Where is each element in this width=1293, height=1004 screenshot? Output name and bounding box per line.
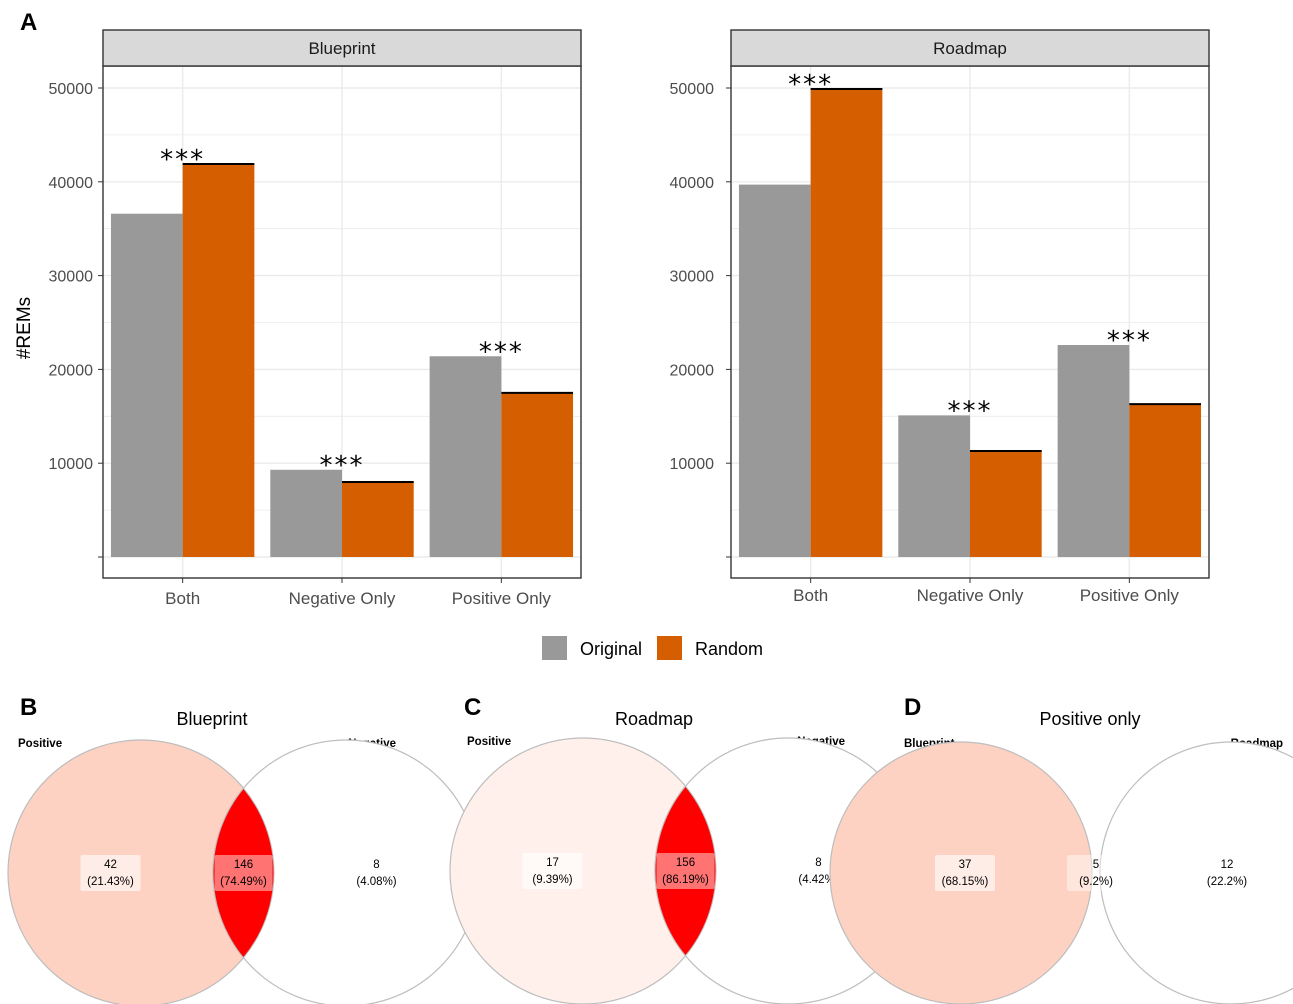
facet-strip xyxy=(730,29,1210,67)
bar-random-1 xyxy=(342,481,414,557)
significance-label-1: *** xyxy=(948,396,993,426)
x-tick-label-1: Negative Only xyxy=(289,589,396,608)
y-tick-label-3: 40000 xyxy=(670,175,715,192)
legend: Original Random xyxy=(542,636,763,660)
y-tick-label-1: 20000 xyxy=(670,362,715,379)
x-tick-label-0: Both xyxy=(165,589,200,608)
bar-original-2 xyxy=(429,356,502,557)
bar-original-0 xyxy=(738,184,811,557)
venn-both-count: 146 xyxy=(234,859,253,871)
panel-label-b: B xyxy=(20,694,37,721)
venn-left-pct: (21.43%) xyxy=(87,876,134,888)
venn-left-count: 37 xyxy=(959,859,972,871)
legend-swatch-random xyxy=(657,636,682,660)
venn-label-box-left xyxy=(935,855,995,891)
bar-original-2 xyxy=(1057,345,1130,557)
venn-title: Positive only xyxy=(1039,709,1140,729)
significance-label-2: *** xyxy=(479,337,524,367)
x-tick-label-2: Positive Only xyxy=(1080,586,1180,605)
venn-label-box-intersection xyxy=(214,855,273,891)
venn-right-pct: (4.42%) xyxy=(798,874,838,886)
venn-label-box-intersection xyxy=(656,853,715,889)
x-tick-label-2: Positive Only xyxy=(452,589,552,608)
y-tick-label-1: 20000 xyxy=(49,362,94,379)
venn-set-label-left: Positive xyxy=(18,738,62,750)
bar-chart-roadmap: *** Both *** Negative Only *** Positive Only 1… xyxy=(670,29,1210,605)
bar-random-2 xyxy=(1129,404,1202,557)
significance-label-0: *** xyxy=(160,145,205,175)
venn-left-pct: (9.39%) xyxy=(532,874,572,886)
y-tick-label-2: 30000 xyxy=(49,269,94,286)
y-tick-label-4: 50000 xyxy=(49,81,94,98)
legend-swatch-original xyxy=(542,636,567,660)
bar-original-1 xyxy=(270,469,342,557)
facet-strip-title: Blueprint xyxy=(308,39,375,58)
panel-label-d: D xyxy=(904,694,921,721)
significance-label-2: *** xyxy=(1107,326,1152,356)
venn-label-box-left xyxy=(80,855,141,891)
venn-both-pct: (9.2%) xyxy=(1079,876,1113,888)
venn-right-pct: (22.2%) xyxy=(1207,876,1247,888)
bar-random-2 xyxy=(501,392,574,557)
legend-label-random: Random xyxy=(695,639,763,659)
bar-chart-blueprint: *** Both *** Negative Only *** Positive Only 1… xyxy=(49,29,582,608)
bar-random-0 xyxy=(182,163,255,557)
bar-random-0 xyxy=(810,88,883,558)
venn-right-count: 8 xyxy=(815,857,821,869)
y-tick-label-0: 10000 xyxy=(670,456,715,473)
venn-intersection xyxy=(212,787,275,959)
x-tick-label-0: Both xyxy=(793,586,828,605)
venn-right-count: 8 xyxy=(373,859,379,871)
venn-left-pct: (68.15%) xyxy=(942,876,989,888)
venn-right-pct: (4.08%) xyxy=(356,876,396,888)
venn-both-pct: (86.19%) xyxy=(662,874,709,886)
venn-title: Roadmap xyxy=(615,709,693,729)
y-tick-label-3: 40000 xyxy=(49,175,94,192)
venn-set-label-left: Positive xyxy=(467,736,511,748)
y-axis-title: #REMs xyxy=(14,297,35,359)
y-tick-label-4: 50000 xyxy=(670,81,715,98)
significance-label-1: *** xyxy=(320,451,365,481)
venn-positive-only: Positive onlyBlueprintRoadmap37(68.15%)5… xyxy=(829,709,1293,1004)
facet-strip-title: Roadmap xyxy=(933,39,1007,58)
legend-label-original: Original xyxy=(580,639,642,659)
venn-label-box-left xyxy=(522,853,583,889)
venn-title: Blueprint xyxy=(176,709,247,729)
y-tick-label-2: 30000 xyxy=(670,269,715,286)
venn-left-count: 17 xyxy=(546,857,559,869)
bar-original-0 xyxy=(110,213,183,557)
venn-left-count: 42 xyxy=(104,859,117,871)
venn-intersection xyxy=(654,785,717,957)
venn-both-count: 156 xyxy=(676,857,695,869)
facet-strip xyxy=(102,29,582,67)
x-tick-label-1: Negative Only xyxy=(917,586,1024,605)
significance-label-0: *** xyxy=(788,70,833,100)
venn-right-count: 12 xyxy=(1221,859,1234,871)
venn-both-pct: (74.49%) xyxy=(220,876,267,888)
venn-label-box-intersection xyxy=(1067,855,1125,891)
venn-circle-right xyxy=(1099,741,1293,1004)
venn-both-count: 5 xyxy=(1093,859,1099,871)
bar-random-1 xyxy=(970,451,1042,557)
y-tick-label-0: 10000 xyxy=(49,456,94,473)
bar-original-1 xyxy=(898,415,970,557)
panel-label-c: C xyxy=(464,694,481,721)
panel-label-a: A xyxy=(20,9,37,36)
venn-blueprint: BlueprintPositiveNegative42(21.43%)146(7… xyxy=(7,709,480,1004)
